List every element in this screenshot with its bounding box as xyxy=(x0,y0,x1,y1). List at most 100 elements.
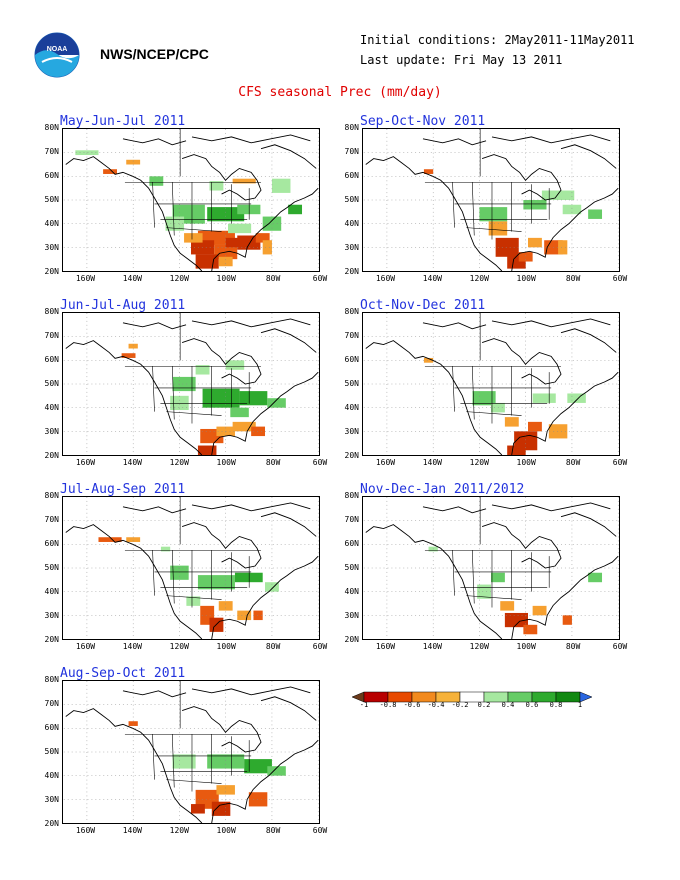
colorbar-label: 0.8 xyxy=(549,701,563,709)
lat-tick-label: 60N xyxy=(344,539,359,548)
lon-tick-label: 160W xyxy=(75,274,96,283)
precip-anomaly-map xyxy=(363,129,619,271)
coastline xyxy=(491,134,611,144)
anomaly-cell xyxy=(255,233,270,243)
lat-tick-label: 70N xyxy=(344,515,359,524)
anomaly-cell xyxy=(211,801,231,816)
panel-title: Nov-Dec-Jan 2011/2012 xyxy=(360,482,525,497)
coastline xyxy=(365,524,503,639)
coastline xyxy=(560,328,617,353)
anomaly-cell xyxy=(518,252,533,262)
lat-tick-label: 40N xyxy=(344,219,359,228)
anomaly-cell xyxy=(170,395,189,411)
panel-title: Aug-Sep-Oct 2011 xyxy=(60,666,186,681)
anomaly-cell xyxy=(218,256,233,267)
lat-tick-label: 30N xyxy=(344,611,359,620)
lon-tick-label: 120W xyxy=(169,642,189,651)
anomaly-cell xyxy=(271,178,291,193)
lon-tick-label: 120W xyxy=(469,642,489,651)
coastline xyxy=(481,154,562,201)
political-border xyxy=(466,411,522,416)
panel-title: May-Jun-Jul 2011 xyxy=(60,114,186,129)
coastline xyxy=(181,706,262,753)
lat-tick-label: 20N xyxy=(344,635,359,644)
lon-tick-label: 100W xyxy=(516,274,536,283)
lon-tick-label: 60W xyxy=(612,274,628,283)
anomaly-cell xyxy=(197,445,217,455)
lon-tick-label: 160W xyxy=(75,826,96,835)
lat-tick-label: 60N xyxy=(44,171,59,180)
anomaly-cell xyxy=(237,610,252,621)
lon-tick-label: 100W xyxy=(216,642,236,651)
lat-tick-label: 20N xyxy=(44,635,59,644)
coastline xyxy=(511,371,619,455)
political-border xyxy=(452,550,455,596)
coastline xyxy=(560,512,617,537)
lat-tick-label: 80N xyxy=(44,491,59,500)
lon-tick-label: 60W xyxy=(612,458,628,467)
anomaly-cell xyxy=(562,204,582,215)
colorbar-label: -0.2 xyxy=(451,701,469,709)
lon-tick-label: 100W xyxy=(216,274,236,283)
coastline xyxy=(211,555,319,639)
lon-tick-label: 80W xyxy=(265,826,281,835)
lat-tick-label: 70N xyxy=(44,515,59,524)
lat-tick-label: 60N xyxy=(44,539,59,548)
anomaly-cell xyxy=(216,785,235,795)
anomaly-cell xyxy=(98,537,122,542)
colorbar-label: -0.6 xyxy=(403,701,421,709)
anomaly-cell xyxy=(267,398,286,408)
political-border xyxy=(452,366,455,412)
svg-text:NOAA: NOAA xyxy=(47,46,68,53)
colorbar-label: -1 xyxy=(359,701,369,709)
anomaly-cell xyxy=(523,624,538,635)
coastline xyxy=(181,154,262,201)
lat-tick-label: 20N xyxy=(44,267,59,276)
lon-tick-label: 120W xyxy=(169,274,189,283)
anomaly-cell xyxy=(184,233,203,243)
coastline xyxy=(191,686,311,696)
lat-tick-label: 20N xyxy=(344,267,359,276)
coastline xyxy=(211,739,319,823)
anomaly-cell xyxy=(558,240,568,255)
anomaly-cell xyxy=(588,572,603,583)
coastline xyxy=(481,522,562,569)
coastline xyxy=(260,144,317,169)
lat-tick-label: 20N xyxy=(344,451,359,460)
coastline xyxy=(122,506,187,514)
anomaly-cell xyxy=(248,792,268,807)
anomaly-cell xyxy=(232,178,256,184)
colorbar-label: -0.4 xyxy=(427,701,445,709)
anomaly-cell xyxy=(128,343,138,349)
lat-tick-label: 70N xyxy=(44,699,59,708)
colorbar-label: 0.4 xyxy=(501,701,515,709)
anomaly-cell xyxy=(253,610,263,621)
lat-tick-label: 80N xyxy=(44,675,59,684)
anomaly-cell xyxy=(121,353,136,358)
political-border xyxy=(466,227,522,232)
political-border xyxy=(166,411,222,416)
anomaly-cell xyxy=(160,546,171,552)
lon-tick-label: 140W xyxy=(422,274,442,283)
coastline xyxy=(211,371,319,455)
anomaly-cell xyxy=(218,601,233,611)
lon-tick-label: 120W xyxy=(469,274,489,283)
anomaly-cell xyxy=(234,572,263,583)
coastline xyxy=(191,318,311,328)
lat-tick-label: 50N xyxy=(44,747,59,756)
lon-tick-label: 120W xyxy=(469,458,489,467)
coastline xyxy=(191,502,311,512)
colorbar-label: -0.8 xyxy=(379,701,397,709)
coastline xyxy=(181,338,262,385)
coastline xyxy=(491,502,611,512)
lon-tick-label: 120W xyxy=(169,458,189,467)
colorbar-label: 0.6 xyxy=(525,701,539,709)
panel-title: Jun-Jul-Aug 2011 xyxy=(60,298,186,313)
lon-tick-label: 160W xyxy=(375,274,396,283)
anomaly-cell xyxy=(491,572,505,583)
coastline xyxy=(65,524,203,639)
lon-tick-label: 140W xyxy=(122,274,142,283)
lat-tick-label: 30N xyxy=(44,243,59,252)
anomaly-cell xyxy=(423,169,434,174)
lon-tick-label: 60W xyxy=(612,642,628,651)
